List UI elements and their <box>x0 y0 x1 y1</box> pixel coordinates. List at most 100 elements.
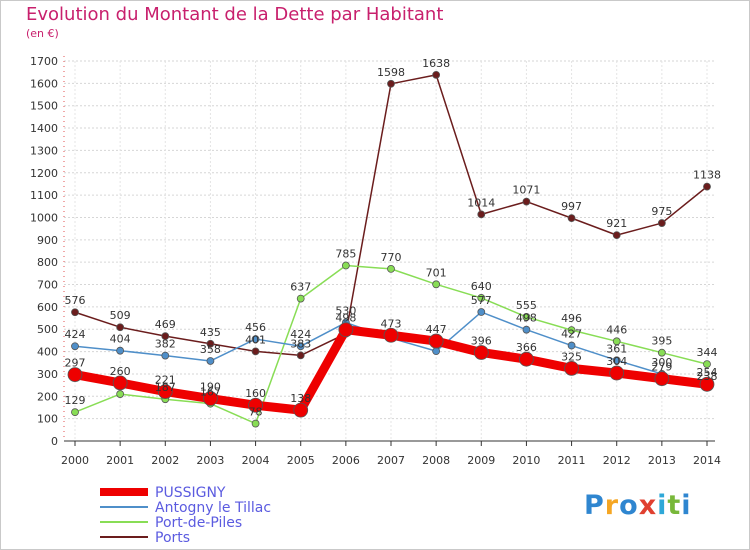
data-point <box>519 351 534 367</box>
data-label: 577 <box>471 294 492 307</box>
data-point <box>387 264 395 273</box>
data-point <box>251 347 260 356</box>
data-label: 300 <box>651 356 672 369</box>
data-label: 446 <box>606 323 627 336</box>
x-tick-label: 2002 <box>151 454 179 467</box>
data-label: 447 <box>426 323 447 336</box>
data-label: 640 <box>471 280 492 293</box>
series-lines <box>67 70 715 428</box>
data-label: 1014 <box>467 196 495 209</box>
data-label: 1071 <box>512 184 540 197</box>
data-label: 138 <box>290 392 311 405</box>
proxiti-logo: Proxiti <box>584 490 692 521</box>
data-point <box>341 261 350 270</box>
data-point <box>203 391 218 406</box>
data-point <box>383 327 399 343</box>
data-label: 187 <box>155 381 176 394</box>
y-tick-label: 1200 <box>30 167 58 180</box>
data-label: 496 <box>561 312 582 325</box>
data-labels: 297 260 221 190 160 138 498 473 447 396 366 325 304 2… <box>65 57 722 419</box>
data-point <box>157 384 173 400</box>
data-label: 396 <box>471 334 492 347</box>
data-label: 424 <box>290 328 311 341</box>
data-point <box>161 351 170 360</box>
legend-label: Port-de-Piles <box>155 515 242 531</box>
data-point <box>428 333 444 349</box>
logo-letter: x <box>638 490 658 521</box>
data-label: 921 <box>606 217 627 230</box>
data-label: 167 <box>200 386 221 399</box>
data-point <box>296 342 305 351</box>
x-tick-label: 2010 <box>512 454 540 467</box>
logo-letter: r <box>604 490 620 521</box>
data-label: 498 <box>335 312 356 325</box>
data-label: 382 <box>155 338 176 351</box>
x-tick-label: 2007 <box>377 454 405 467</box>
y-axis-ticks: 0 100 200 300 400 500 600 700 800 900 1000 1100 1200… <box>30 55 58 448</box>
data-point <box>703 182 711 191</box>
data-label: 366 <box>516 341 537 354</box>
data-label: 78 <box>249 406 263 419</box>
data-point <box>206 357 215 365</box>
x-tick-label: 2003 <box>196 454 224 467</box>
data-label: 509 <box>110 309 131 322</box>
data-point <box>703 360 711 369</box>
data-point <box>296 351 305 360</box>
data-label: 555 <box>516 299 537 312</box>
y-tick-label: 1400 <box>30 122 58 135</box>
data-point <box>473 345 489 360</box>
x-tick-label: 2012 <box>603 454 631 467</box>
data-label: 530 <box>335 305 356 318</box>
y-tick-label: 1300 <box>30 144 58 157</box>
y-tick-label: 100 <box>37 413 58 426</box>
y-tick-label: 600 <box>37 301 58 314</box>
data-point <box>116 346 125 355</box>
data-label: 456 <box>245 321 266 334</box>
data-label: 260 <box>110 365 131 378</box>
data-label: 1598 <box>377 66 405 79</box>
data-point <box>654 371 670 387</box>
y-tick-label: 700 <box>37 279 58 292</box>
data-label: 383 <box>290 337 311 350</box>
data-point <box>612 337 621 346</box>
data-point <box>567 341 576 350</box>
data-label: 424 <box>65 328 86 341</box>
data-label: 785 <box>335 248 356 261</box>
axes <box>63 56 715 442</box>
data-label: 1138 <box>693 169 721 182</box>
data-point <box>251 335 260 343</box>
legend-label: Ports <box>155 530 190 546</box>
data-point <box>699 376 715 392</box>
data-point <box>71 408 79 417</box>
chart-title: Evolution du Montant de la Dette par Hab… <box>26 4 444 25</box>
y-tick-label: 300 <box>37 368 58 381</box>
data-point <box>161 332 170 341</box>
y-tick-label: 1500 <box>30 100 58 113</box>
data-point <box>296 294 305 303</box>
x-tick-label: 2013 <box>648 454 676 467</box>
data-label: 279 <box>651 361 672 374</box>
data-point <box>522 313 531 321</box>
data-label: 975 <box>651 205 672 218</box>
data-point <box>612 231 621 240</box>
x-tick-label: 2005 <box>287 454 315 467</box>
logo-letter: i <box>657 490 668 521</box>
data-label: 238 <box>697 370 718 383</box>
data-label: 325 <box>561 350 582 363</box>
data-label: 297 <box>65 357 86 370</box>
data-point <box>432 347 441 356</box>
data-label: 1638 <box>422 57 450 70</box>
data-point <box>477 308 486 316</box>
data-label: 770 <box>381 251 402 264</box>
data-point <box>71 342 79 351</box>
data-point <box>432 280 441 289</box>
chart-subtitle: (en €) <box>26 27 59 40</box>
data-point <box>112 375 128 391</box>
logo-letter: P <box>584 490 605 521</box>
x-tick-label: 2001 <box>106 454 134 467</box>
data-point <box>477 210 486 219</box>
data-label: 358 <box>200 343 221 356</box>
x-tick-label: 2011 <box>558 454 586 467</box>
